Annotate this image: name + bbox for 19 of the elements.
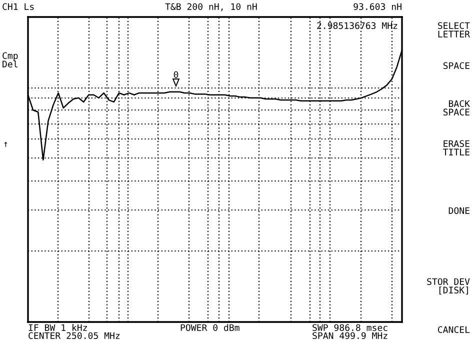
text: 2.985136763 MHz [317, 22, 398, 30]
text: ERASE TITLE [443, 140, 470, 156]
text: SWP 986.8 msec [312, 324, 388, 332]
text: DONE [448, 207, 470, 214]
text: Cmp Del [2, 52, 18, 68]
text: STOR DEV [DISK] [427, 278, 470, 295]
chart-title: CH1 Ls [2, 3, 34, 10]
text: CANCEL [438, 326, 470, 334]
text: 93.603 nH [354, 3, 402, 10]
chart-subtitle: T&B 200 nH, 10 nH [165, 3, 257, 12]
text: BACK SPACE [443, 100, 470, 116]
text: ↑ [4, 142, 8, 147]
text: SELECT LETTER [438, 22, 470, 38]
text: IF BW 1 kHz [28, 324, 87, 331]
annotation: 0 [174, 71, 178, 78]
text: SPACE [443, 62, 470, 70]
text: SPAN 499.9 MHz [312, 332, 388, 340]
text: CENTER 250.05 MHz [28, 332, 120, 340]
text: POWER 0 dBm [180, 324, 240, 332]
